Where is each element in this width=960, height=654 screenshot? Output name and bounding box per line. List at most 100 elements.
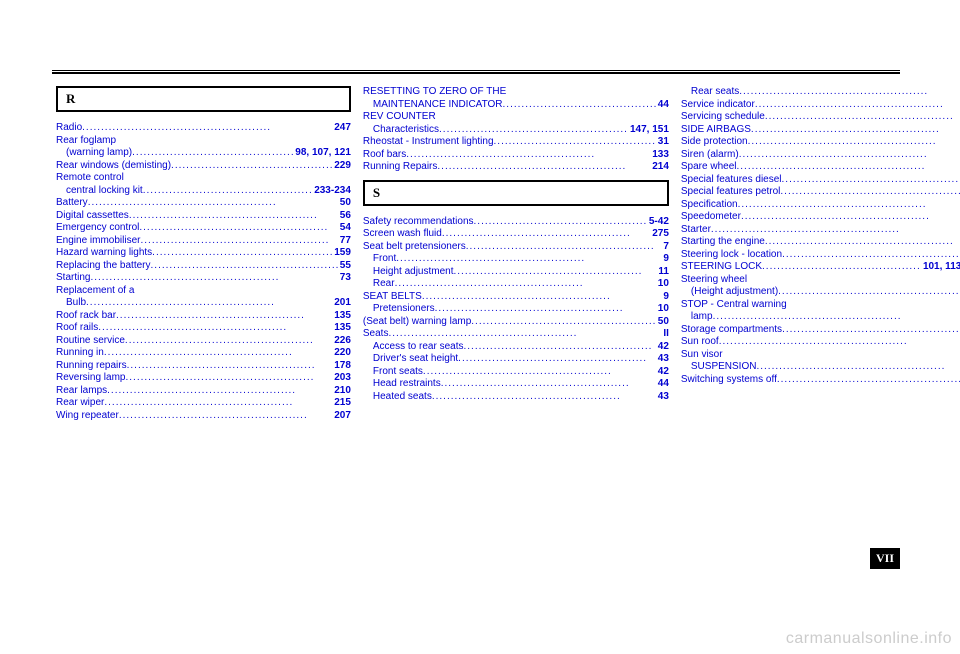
index-entry[interactable]: Siren (alarm) ..........................…	[681, 149, 960, 162]
entry-dots: ........................................…	[778, 286, 960, 299]
index-entry[interactable]: Access to rear seats ...................…	[363, 341, 669, 354]
watermark-text: carmanualsonline.info	[786, 630, 952, 648]
index-entry[interactable]: Rear seats .............................…	[681, 86, 960, 99]
index-entry[interactable]: Running repairs ........................…	[56, 360, 351, 373]
entry-dots: ........................................…	[441, 378, 656, 391]
entry-dots: ........................................…	[756, 361, 960, 374]
entry-text: Storage compartments	[681, 324, 782, 337]
index-entry[interactable]: STEERING LOCK ..........................…	[681, 261, 960, 274]
entry-text: Bulb	[66, 297, 86, 310]
index-entry[interactable]: Roof rack bar ..........................…	[56, 310, 351, 323]
index-entry[interactable]: Rear foglamp	[56, 135, 351, 148]
index-entry[interactable]: Reversing lamp .........................…	[56, 372, 351, 385]
entry-page: 9	[661, 291, 669, 304]
index-entry[interactable]: Storage compartments ...................…	[681, 324, 960, 337]
index-entry[interactable]: Running Repairs ........................…	[363, 161, 669, 174]
index-entry[interactable]: (warning lamp) .........................…	[56, 147, 351, 160]
index-entry[interactable]: STOP - Central warning	[681, 299, 960, 312]
index-entry[interactable]: Spare wheel ............................…	[681, 161, 960, 174]
index-entry[interactable]: Replacement of a	[56, 285, 351, 298]
entry-page: 56	[338, 210, 351, 223]
index-entry[interactable]: Emergency control ......................…	[56, 222, 351, 235]
index-entry[interactable]: Hazard warning lights ..................…	[56, 247, 351, 260]
index-entry[interactable]: Engine immobiliser .....................…	[56, 235, 351, 248]
index-entry[interactable]: Roof rails .............................…	[56, 322, 351, 335]
index-entry[interactable]: Running in .............................…	[56, 347, 351, 360]
index-entry[interactable]: Rheostat - Instrument lighting .........…	[363, 136, 669, 149]
index-entry[interactable]: Seats ..................................…	[363, 328, 669, 341]
entry-page: 229	[332, 160, 351, 173]
index-entry[interactable]: Specification ..........................…	[681, 199, 960, 212]
index-entry[interactable]: Front seats ............................…	[363, 366, 669, 379]
entry-page	[349, 172, 351, 185]
entry-page: 147, 151	[628, 124, 669, 137]
index-entry[interactable]: Battery ................................…	[56, 197, 351, 210]
index-entry[interactable]: Switching systems off ..................…	[681, 374, 960, 387]
entry-page: II	[661, 328, 669, 341]
index-entry[interactable]: Seat belt pretensioners ................…	[363, 241, 669, 254]
index-entry[interactable]: Sun roof ...............................…	[681, 336, 960, 349]
index-entry[interactable]: SUSPENSION .............................…	[681, 361, 960, 374]
entry-text: lamp	[691, 311, 713, 324]
index-entry[interactable]: Speedometer ............................…	[681, 211, 960, 224]
index-entry[interactable]: Radio ..................................…	[56, 122, 351, 135]
index-entry[interactable]: Rear lamps .............................…	[56, 385, 351, 398]
entry-page: 44	[656, 378, 669, 391]
entry-page: 214	[650, 161, 669, 174]
index-entry[interactable]: Front ..................................…	[363, 253, 669, 266]
index-entry[interactable]: REV COUNTER	[363, 111, 669, 124]
index-entry[interactable]: Special features petrol ................…	[681, 186, 960, 199]
index-entry[interactable]: Pretensioners ..........................…	[363, 303, 669, 316]
index-entry[interactable]: lamp ...................................…	[681, 311, 960, 324]
entry-dots: ........................................…	[139, 222, 337, 235]
index-entry[interactable]: Remote control	[56, 172, 351, 185]
index-entry[interactable]: RESETTING TO ZERO OF THE	[363, 86, 669, 99]
index-entry[interactable]: Screen wash fluid ......................…	[363, 228, 669, 241]
entry-dots: ........................................…	[107, 385, 332, 398]
entry-text: Emergency control	[56, 222, 139, 235]
entry-dots: ........................................…	[782, 249, 960, 262]
entry-dots: ........................................…	[82, 122, 332, 135]
index-entry[interactable]: central locking kit ....................…	[56, 185, 351, 198]
index-entry[interactable]: Sun visor	[681, 349, 960, 362]
index-entry[interactable]: Steering lock - location ...............…	[681, 249, 960, 262]
index-entry[interactable]: SEAT BELTS .............................…	[363, 291, 669, 304]
index-entry[interactable]: Wing repeater ..........................…	[56, 410, 351, 423]
entry-text: Pretensioners	[373, 303, 435, 316]
index-entry[interactable]: Starting ...............................…	[56, 272, 351, 285]
entry-text: Screen wash fluid	[363, 228, 442, 241]
entry-page: 247	[332, 122, 351, 135]
index-entry[interactable]: Special features diesel ................…	[681, 174, 960, 187]
index-entry[interactable]: Service indicator ......................…	[681, 99, 960, 112]
index-entry[interactable]: Height adjustment ......................…	[363, 266, 669, 279]
entry-page: 77	[338, 235, 351, 248]
entry-dots: ........................................…	[503, 99, 656, 112]
index-entry[interactable]: Routine service ........................…	[56, 335, 351, 348]
index-entry[interactable]: Rear windows (demisting) ...............…	[56, 160, 351, 173]
index-entry[interactable]: (Height adjustment) ....................…	[681, 286, 960, 299]
entry-text: Sun roof	[681, 336, 719, 349]
entry-text: Starter	[681, 224, 711, 237]
index-entry[interactable]: Rear wiper .............................…	[56, 397, 351, 410]
index-entry[interactable]: Starter ................................…	[681, 224, 960, 237]
index-entry[interactable]: Steering wheel	[681, 274, 960, 287]
index-entry[interactable]: Servicing schedule .....................…	[681, 111, 960, 124]
entry-dots: ........................................…	[739, 86, 960, 99]
index-entry[interactable]: Safety recommendations .................…	[363, 216, 669, 229]
index-entry[interactable]: Replacing the battery ..................…	[56, 260, 351, 273]
index-entry[interactable]: Digital cassettes ......................…	[56, 210, 351, 223]
index-entry[interactable]: Starting the engine ....................…	[681, 236, 960, 249]
index-entry[interactable]: Roof bars ..............................…	[363, 149, 669, 162]
index-entry[interactable]: Bulb ...................................…	[56, 297, 351, 310]
index-entry[interactable]: Side protection ........................…	[681, 136, 960, 149]
index-entry[interactable]: Driver's seat height ...................…	[363, 353, 669, 366]
index-entry[interactable]: SIDE AIRBAGS ...........................…	[681, 124, 960, 137]
index-entry[interactable]: MAINTENANCE INDICATOR ..................…	[363, 99, 669, 112]
entry-dots: ........................................…	[140, 235, 337, 248]
index-entry[interactable]: Head restraints ........................…	[363, 378, 669, 391]
index-entry[interactable]: Heated seats ...........................…	[363, 391, 669, 404]
index-entry[interactable]: Rear ...................................…	[363, 278, 669, 291]
index-entry[interactable]: Characteristics ........................…	[363, 124, 669, 137]
entry-dots	[787, 299, 960, 312]
index-entry[interactable]: (Seat belt) warning lamp ...............…	[363, 316, 669, 329]
